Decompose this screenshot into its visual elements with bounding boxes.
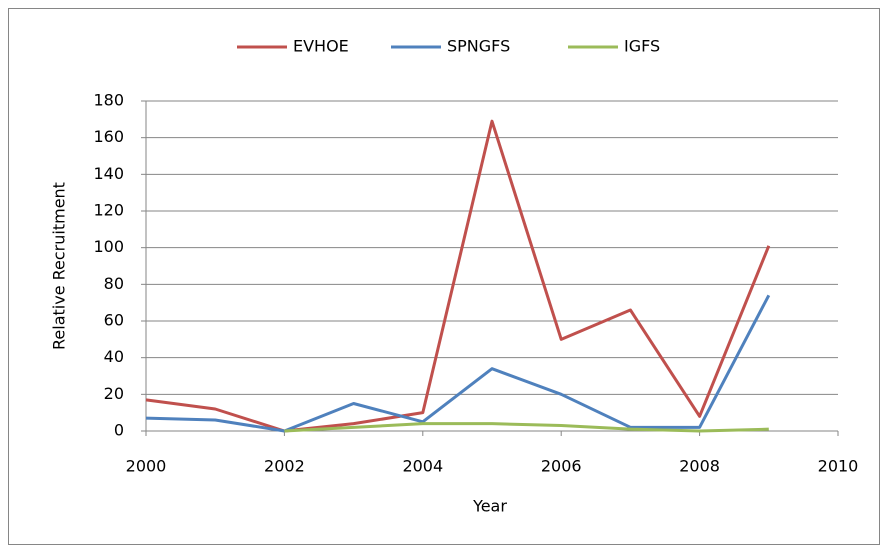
x-tick-label: 2008 bbox=[679, 457, 720, 476]
x-tick-label: 2002 bbox=[264, 457, 305, 476]
x-tick-label: 2010 bbox=[818, 457, 859, 476]
y-tick-label: 180 bbox=[93, 91, 124, 110]
x-axis-label: Year bbox=[472, 497, 507, 516]
x-tick-label: 2000 bbox=[126, 457, 167, 476]
y-tick-label: 120 bbox=[93, 201, 124, 220]
legend-label: IGFS bbox=[624, 37, 660, 56]
legend-label: SPNGFS bbox=[447, 37, 510, 56]
y-axis-label: Relative Recruitment bbox=[50, 182, 69, 350]
legend-label: EVHOE bbox=[293, 37, 349, 56]
series-line bbox=[284, 422, 769, 433]
y-tick-label: 40 bbox=[104, 347, 124, 366]
y-tick-label: 80 bbox=[104, 274, 124, 293]
y-tick-label: 0 bbox=[114, 421, 124, 440]
y-tick-label: 100 bbox=[93, 237, 124, 256]
series-line bbox=[145, 294, 771, 433]
series-line bbox=[145, 119, 771, 433]
y-tick-label: 20 bbox=[104, 384, 124, 403]
y-tick-label: 60 bbox=[104, 311, 124, 330]
chart-border bbox=[8, 8, 880, 545]
x-tick-label: 2004 bbox=[402, 457, 443, 476]
x-tick-label: 2006 bbox=[541, 457, 582, 476]
y-tick-label: 140 bbox=[93, 164, 124, 183]
y-tick-label: 160 bbox=[93, 127, 124, 146]
